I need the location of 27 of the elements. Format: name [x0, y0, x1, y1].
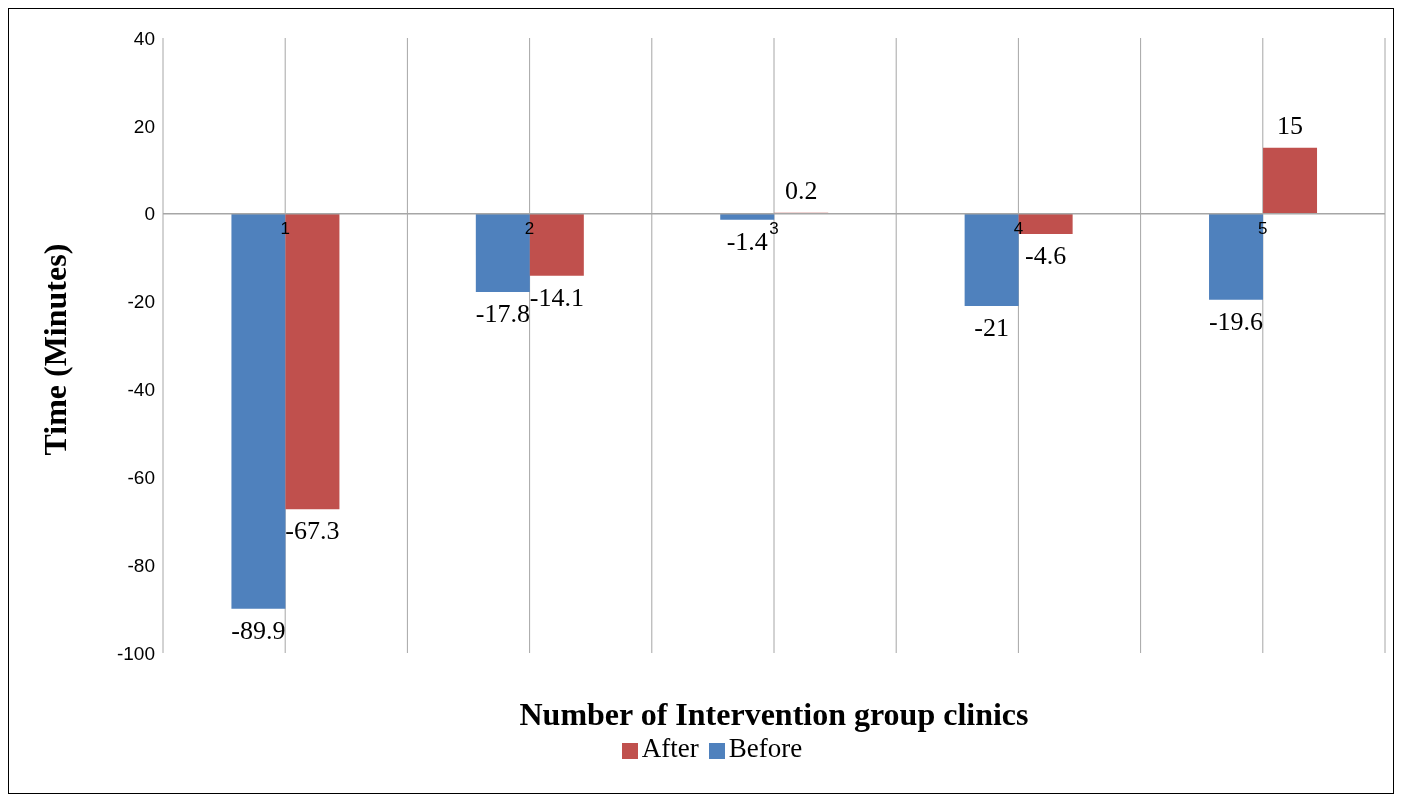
data-label: -67.3	[285, 516, 340, 546]
x-axis-title: Number of Intervention group clinics	[519, 696, 1029, 732]
y-axis-title: Time (Minutes)	[37, 243, 74, 456]
data-label: -17.8	[475, 298, 530, 328]
x-tick-label: 5	[1258, 218, 1268, 238]
legend-label: Before	[728, 733, 803, 763]
data-label: -14.1	[529, 282, 584, 312]
x-tick-label: 1	[280, 218, 290, 238]
x-tick-label: 3	[769, 218, 779, 238]
y-tick-label: -60	[127, 467, 155, 489]
data-label: -21	[974, 312, 1009, 342]
y-tick-label: 20	[133, 115, 155, 137]
x-tick-label: 4	[1013, 218, 1024, 238]
y-tick-label: -20	[127, 291, 155, 313]
data-label: 0.2	[784, 175, 818, 205]
y-tick-label: -40	[127, 379, 155, 401]
data-label: -4.6	[1025, 240, 1067, 270]
data-label: 15	[1277, 110, 1304, 140]
x-tick-label: 2	[524, 218, 535, 238]
y-tick-label: -80	[127, 554, 155, 576]
y-tick-label: 0	[144, 203, 155, 225]
data-label: -1.4	[726, 226, 768, 256]
y-tick-label: -100	[116, 642, 155, 664]
y-tick-label: 40	[133, 27, 155, 49]
data-label: -89.9	[231, 615, 286, 645]
data-label: -19.6	[1208, 306, 1264, 336]
legend-label: After	[641, 733, 699, 763]
